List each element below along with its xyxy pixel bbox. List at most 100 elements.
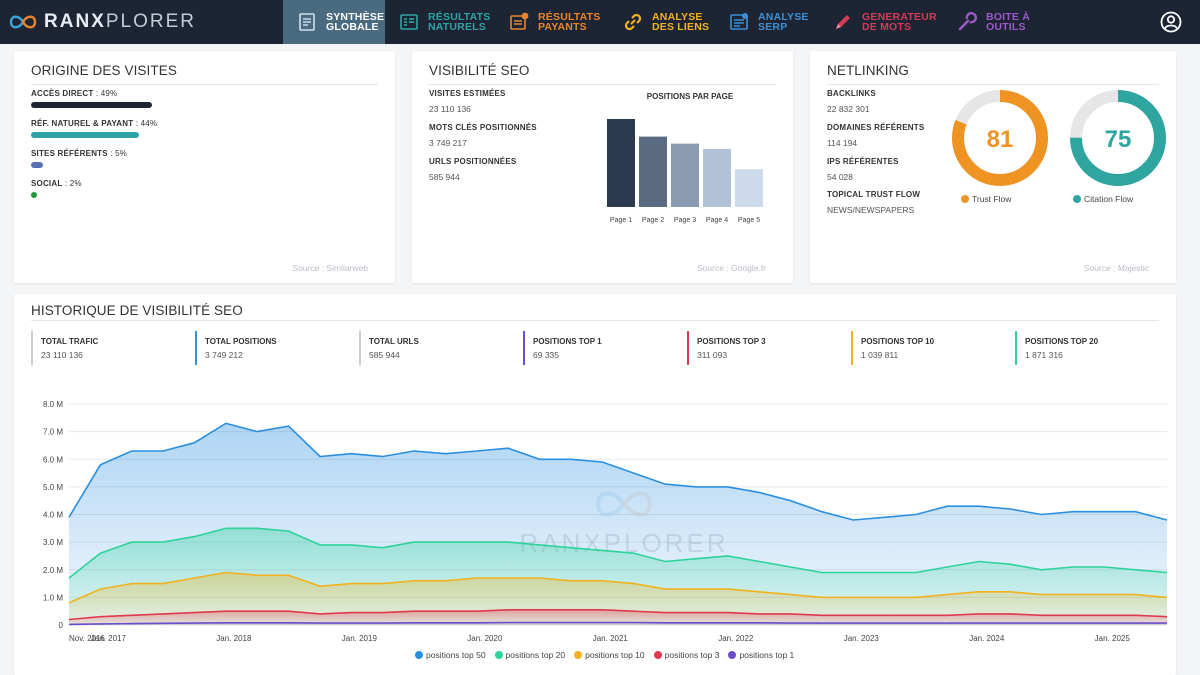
x-tick-label: Jan. 2019: [342, 634, 378, 643]
gauge-value: 75: [1105, 126, 1132, 153]
card-title: VISIBILITÉ SEO: [429, 63, 530, 78]
netlinking-stat-value: 114 194: [827, 138, 858, 148]
legend-item[interactable]: positions top 1: [728, 650, 794, 660]
divider: [429, 84, 776, 85]
document-icon: [299, 13, 315, 31]
page-bar: [735, 169, 763, 207]
history-stat: TOTAL TRAFIC 23 110 136: [31, 331, 98, 365]
legend-label: positions top 3: [664, 650, 720, 660]
page-bar: [703, 148, 731, 207]
legend-dot: [574, 651, 583, 659]
nav-resultats-payants[interactable]: Résultats payants: [495, 0, 609, 44]
netlinking-stat-value: 54 028: [827, 172, 853, 182]
page-bar-label: Page 5: [738, 217, 760, 224]
gauge-arc: [1070, 90, 1166, 186]
gauge-legend-label: Citation Flow: [1084, 194, 1134, 204]
history-stat-value: 585 944: [369, 350, 400, 360]
legend-item[interactable]: positions top 50: [415, 650, 486, 660]
origin-bar: [31, 162, 44, 168]
series-line: [68, 621, 1167, 626]
legend-dot: [415, 651, 423, 659]
x-tick-label: Jan. 2024: [969, 634, 1005, 643]
legend-item[interactable]: positions top 3: [653, 650, 720, 660]
nav-resultats-naturels[interactable]: Résultats naturels: [385, 0, 495, 44]
x-tick-label: Nov. 2016: [69, 634, 105, 643]
divider: [31, 320, 1159, 321]
page-bar-label: Page 4: [706, 217, 728, 224]
y-tick-label: 3.0 M: [43, 538, 63, 547]
nav-synthese-globale[interactable]: Synthèse globale: [283, 0, 385, 44]
netlinking-card: NETLINKING BACKLINKS 22 832 301 DOMAINES R…: [810, 51, 1176, 283]
chart-legend: positions top 50 positions top 20 position…: [415, 650, 803, 660]
netlinking-stat-label: BACKLINKS: [827, 89, 876, 98]
netlinking-stat-label: TOPICAL TRUST FLOW: [827, 190, 921, 199]
history-stat-value: 3 749 212: [205, 350, 243, 360]
chart-title: POSITIONS PAR PAGE: [647, 92, 734, 101]
ranxplorer-logo[interactable]: RANXPLORER: [8, 0, 196, 44]
source-label: Source : Majestic: [1083, 263, 1149, 273]
netlinking-stat-label: DOMAINES RÉFÉRENTS: [827, 123, 925, 132]
netlinking-stat-value: NEWS/NEWSPAPERS: [827, 205, 915, 215]
seo-stat-label: MOTS CLÉS POSITIONNÉS: [429, 123, 537, 132]
top-navigation-bar: RANXPLORER Synthèse globale Résultats natu…: [0, 0, 1200, 44]
nav-label: Résultats payants: [538, 11, 601, 33]
x-tick-label: Jan. 2021: [593, 634, 629, 643]
x-tick-label: Jan. 2023: [844, 634, 880, 643]
paid-results-icon: [510, 12, 529, 30]
history-stat-label: TOTAL TRAFIC: [41, 337, 99, 346]
y-tick-label: 0: [59, 621, 64, 630]
nav-analyse-serp[interactable]: Analyse SERP: [715, 0, 819, 44]
gauge-arc: [952, 90, 1048, 186]
nav-boite-a-outils[interactable]: Boite à outils: [943, 0, 1043, 44]
origin-label: SITES RÉFÉRENTS : 5%: [31, 149, 128, 158]
origin-label: SOCIAL : 2%: [31, 179, 82, 188]
history-stat: TOTAL POSITIONS 3 749 212: [195, 331, 277, 365]
series-area: [69, 572, 1167, 625]
main-nav: Synthèse globale Résultats naturels Résult…: [283, 0, 1043, 44]
citation-flow-gauge: 75 Citation Flow: [1070, 90, 1166, 204]
history-stat: TOTAL URLS 585 944: [359, 331, 419, 365]
legend-label: positions top 10: [585, 650, 645, 660]
origin-label: RÉF. NATUREL & PAYANT : 44%: [31, 119, 158, 128]
wrench-icon: [958, 12, 977, 31]
nav-label: Boite à outils: [986, 11, 1030, 33]
series-line: [68, 422, 1168, 521]
origin-bar: [31, 102, 152, 108]
page-bar-label: Page 1: [610, 217, 632, 224]
nav-label: Synthèse globale: [326, 11, 385, 33]
visibility-history-chart: 0 1.0 M 2.0 M 3.0 M 4.0 M 5.0 M 6.0 M 7.0 M 8.0 …: [43, 400, 1168, 643]
history-stat-value: 1 039 811: [861, 350, 899, 360]
series-line: [68, 571, 1168, 604]
nav-label: Analyse SERP: [758, 11, 809, 33]
y-tick-label: 2.0 M: [43, 566, 63, 575]
seo-visibility-card: VISIBILITÉ SEO VISITES ESTIMÉES 23 110 13…: [412, 51, 793, 283]
source-label: Source : Google.fr: [697, 263, 766, 273]
legend-item[interactable]: positions top 10: [574, 650, 645, 660]
history-stat: POSITIONS TOP 20 1 871 316: [1015, 331, 1098, 365]
nav-generateur-de-mots[interactable]: Generateur de mots: [819, 0, 943, 44]
seo-stat-value: 3 749 217: [429, 138, 467, 148]
gauge-legend-dot: [1073, 195, 1081, 203]
card-title: NETLINKING: [827, 63, 910, 78]
legend-item[interactable]: positions top 20: [494, 650, 565, 660]
page-bar-label: Page 3: [674, 217, 696, 224]
infinity-logo-icon: [9, 15, 37, 29]
history-stat-value: 69 335: [533, 350, 559, 360]
x-tick-label: Jan. 2025: [1095, 634, 1131, 643]
legend-label: positions top 50: [426, 650, 486, 660]
legend-dot: [494, 651, 503, 659]
link-icon: [624, 13, 642, 31]
page-bar: [671, 143, 699, 207]
legend-label: positions top 1: [739, 650, 795, 660]
divider: [31, 84, 378, 85]
logo-wordmark: RANXPLORER: [44, 11, 196, 32]
trust-flow-gauge: 81 Trust Flow: [952, 90, 1048, 204]
history-stat: POSITIONS TOP 1 69 335: [523, 331, 602, 365]
user-account-icon[interactable]: [1160, 11, 1182, 33]
history-stat-label: TOTAL POSITIONS: [205, 337, 277, 346]
serp-list-icon: [730, 13, 748, 30]
legend-dot: [653, 651, 662, 659]
gauge-legend-dot: [961, 195, 969, 203]
series-line: [68, 609, 1168, 621]
nav-analyse-des-liens[interactable]: Analyse des liens: [609, 0, 715, 44]
